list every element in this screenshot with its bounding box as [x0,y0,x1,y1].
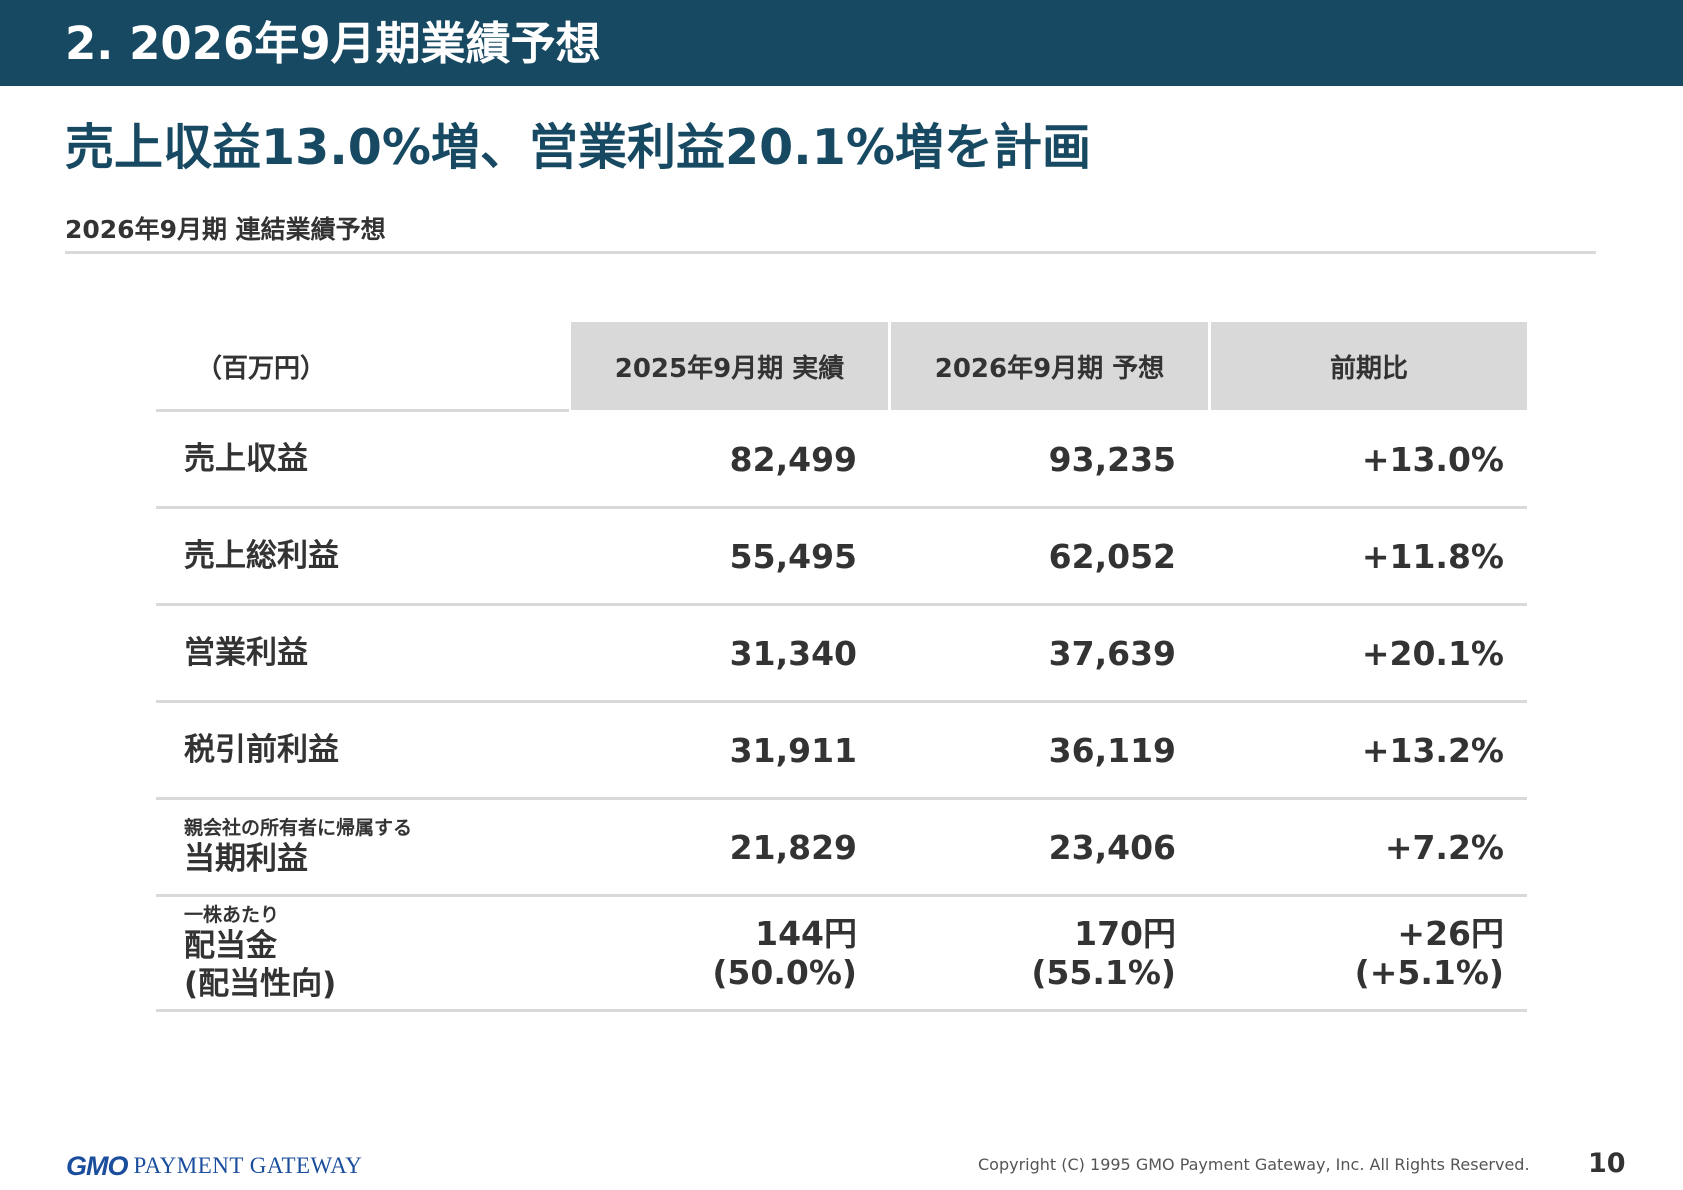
cell-fy2026: 93,235 [1048,439,1176,479]
dividend-value: 170円 [1074,914,1176,953]
subtitle: 2026年9月期 連結業績予想 [65,215,386,244]
row-label-text: 売上総利益 [184,538,339,574]
company-logo: GMO PAYMENT GATEWAY [66,1150,363,1181]
row-label-text: 売上収益 [184,441,308,477]
unit-label: （百万円） [196,353,327,384]
row-label-note: 親会社の所有者に帰属する [184,817,413,839]
row-label: 親会社の所有者に帰属する 当期利益 [184,800,412,894]
cell-fy2025: 55,495 [729,536,857,576]
row-label: 営業利益 [184,606,308,700]
forecast-table: （百万円） 2025年9月期 実績 2026年9月期 予想 前期比 売上収益 8… [156,322,1527,1012]
cell-fy2025: 31,911 [729,730,857,770]
table-row: 親会社の所有者に帰属する 当期利益 21,829 23,406 +7.2% [156,800,1527,897]
cell-yoy: +20.1% [1361,633,1504,673]
cell-fy2025: 21,829 [729,827,857,867]
logo-gmo: GMO [66,1150,128,1181]
table-header: （百万円） 2025年9月期 実績 2026年9月期 予想 前期比 [156,322,1527,412]
row-label-text: 配当金 [184,928,277,964]
dividend-change: +26円 [1397,914,1504,953]
row-label: 売上総利益 [184,509,339,603]
table-row: 売上総利益 55,495 62,052 +11.8% [156,509,1527,606]
cell-fy2025: 144円 (50.0%) [712,897,857,1009]
payout-ratio-change: (+5.1%) [1354,953,1504,992]
logo-text: PAYMENT GATEWAY [133,1153,363,1178]
cell-yoy: +13.0% [1361,439,1504,479]
row-label-text: 税引前利益 [184,732,339,768]
cell-yoy: +7.2% [1384,827,1504,867]
cell-fy2026: 170円 (55.1%) [1031,897,1176,1009]
headline: 売上収益13.0%増、営業利益20.1%増を計画 [65,119,1091,176]
copyright: Copyright (C) 1995 GMO Payment Gateway, … [978,1155,1530,1174]
cell-fy2025: 82,499 [729,439,857,479]
table-row: 売上収益 82,499 93,235 +13.0% [156,412,1527,509]
payout-ratio: (50.0%) [712,953,857,992]
column-header-fy2025-actual: 2025年9月期 実績 [571,322,888,410]
column-header-fy2026-forecast: 2026年9月期 予想 [891,322,1208,410]
row-label: 税引前利益 [184,703,339,797]
column-header-yoy: 前期比 [1211,322,1527,410]
page-number: 10 [1588,1148,1626,1179]
cell-yoy: +11.8% [1361,536,1504,576]
cell-fy2026: 23,406 [1048,827,1176,867]
table-row: 営業利益 31,340 37,639 +20.1% [156,606,1527,703]
row-label-sub: (配当性向) [184,966,337,1002]
row-label-note: 一株あたり [184,904,280,926]
cell-fy2026: 36,119 [1048,730,1176,770]
dividend-value: 144円 [755,914,857,953]
cell-fy2025: 31,340 [729,633,857,673]
table-row: 税引前利益 31,911 36,119 +13.2% [156,703,1527,800]
cell-yoy: +13.2% [1361,730,1504,770]
row-label-text: 当期利益 [184,841,308,877]
cell-fy2026: 37,639 [1048,633,1176,673]
row-label: 一株あたり 配当金 (配当性向) [184,897,336,1009]
row-label: 売上収益 [184,412,308,506]
cell-fy2026: 62,052 [1048,536,1176,576]
header-bar: 2. 2026年9月期業績予想 [0,0,1683,86]
table-row-dividend: 一株あたり 配当金 (配当性向) 144円 (50.0%) 170円 (55.1… [156,897,1527,1012]
header-divider [156,409,569,412]
cell-yoy: +26円 (+5.1%) [1355,897,1504,1009]
payout-ratio: (55.1%) [1031,953,1176,992]
row-label-text: 営業利益 [184,635,308,671]
section-title: 2. 2026年9月期業績予想 [65,17,601,70]
subtitle-divider [65,251,1596,254]
